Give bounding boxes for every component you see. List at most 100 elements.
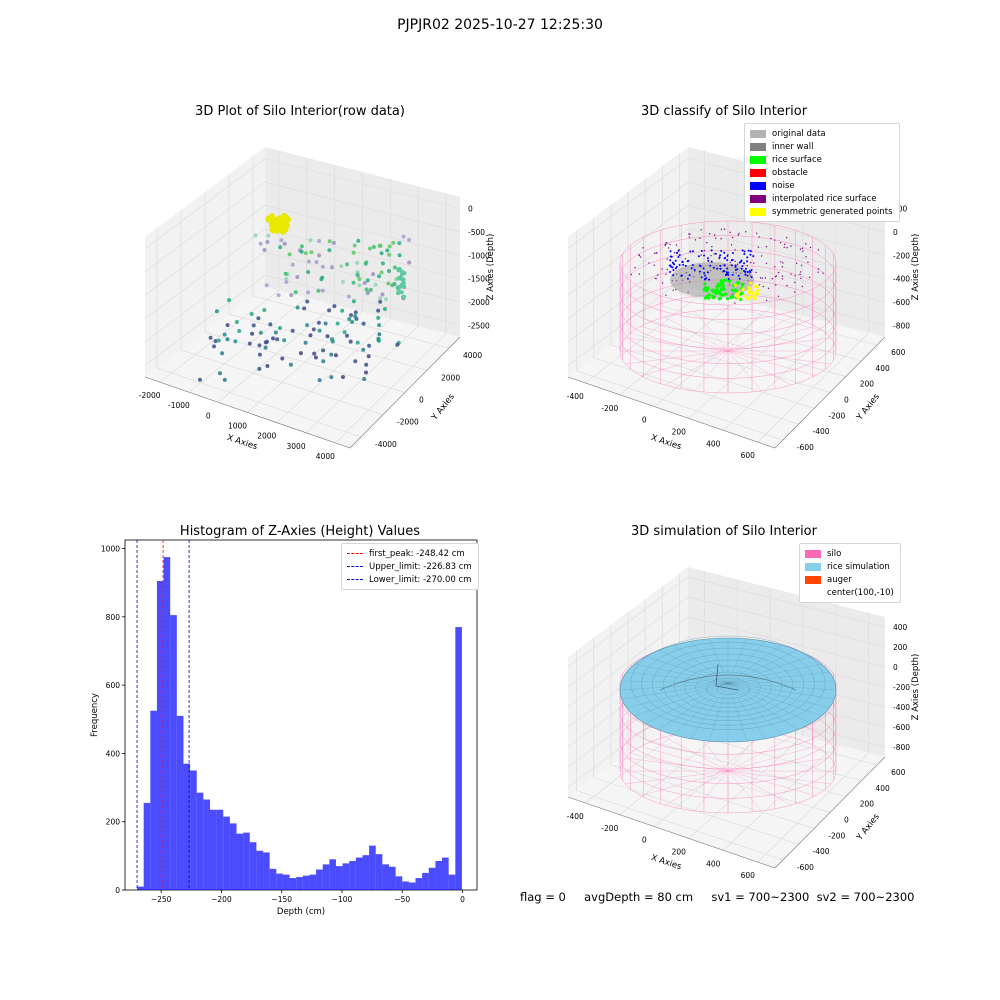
raw-data-point xyxy=(234,320,239,324)
histogram-bar xyxy=(395,876,403,890)
raw-data-point xyxy=(265,240,270,244)
interpolated-point xyxy=(675,244,678,246)
interpolated-point xyxy=(755,271,757,274)
legend-line-swatch xyxy=(347,566,363,567)
raw-data-point xyxy=(385,248,390,253)
p1-ytick: 2000 xyxy=(441,373,460,382)
interpolated-point xyxy=(765,262,768,264)
noise-point xyxy=(703,272,706,275)
noise-point xyxy=(716,267,719,270)
p2-silo-floor-spoke xyxy=(640,350,729,376)
histogram-xlabel: Depth (cm) xyxy=(277,907,325,917)
p4-ytick: -200 xyxy=(828,831,845,840)
p2-silo-floor-spoke xyxy=(727,316,792,352)
interpolated-point xyxy=(664,243,667,245)
interpolated-point xyxy=(802,250,804,252)
rice-surface-point xyxy=(715,286,719,290)
p4-grid-z xyxy=(567,576,886,668)
p1-ztick: 0 xyxy=(468,205,473,214)
histogram-bar xyxy=(156,580,164,890)
noise-point xyxy=(698,270,701,273)
p1-ztick: -1000 xyxy=(468,251,490,260)
noise-point xyxy=(700,249,703,252)
p1-ztick: -2500 xyxy=(468,321,490,330)
p4-silo-floor-spoke xyxy=(640,746,729,772)
noise-point xyxy=(669,270,672,273)
p4-ztick: -600 xyxy=(893,723,910,732)
raw-data-point xyxy=(282,338,287,343)
raw-data-point xyxy=(362,377,367,381)
rice-surface-point xyxy=(724,292,728,296)
p4-silo-floor-spoke xyxy=(640,770,729,796)
legend-swatch xyxy=(750,168,766,177)
legend-label: Upper_limit: -226.83 cm xyxy=(369,561,472,572)
raw-data-point xyxy=(356,238,361,243)
raw-data-point xyxy=(378,243,383,248)
raw-data-point xyxy=(222,332,227,337)
raw-data-point xyxy=(275,337,280,342)
noise-point xyxy=(744,270,747,273)
noise-point xyxy=(734,268,737,271)
p2-xtick: -200 xyxy=(601,404,618,413)
interpolated-point xyxy=(672,289,675,291)
raw-data-point xyxy=(401,234,406,239)
rice-surface-point xyxy=(736,280,741,285)
noise-point xyxy=(750,276,753,279)
p4-xtick: -200 xyxy=(601,824,618,833)
noise-point xyxy=(669,259,672,262)
legend-swatch xyxy=(750,181,766,190)
raw-data-point xyxy=(402,294,407,299)
histogram-bar xyxy=(302,875,310,890)
interpolated-point xyxy=(661,282,664,284)
p2-ytick: 0 xyxy=(844,396,849,405)
noise-point xyxy=(687,259,690,262)
histogram-bar xyxy=(137,886,144,890)
p2-silo-floor-spoke xyxy=(727,337,831,352)
plot1-title: 3D Plot of Silo Interior(row data) xyxy=(195,104,405,119)
interpolated-point xyxy=(805,256,807,258)
raw-data-point xyxy=(268,322,273,327)
noise-point xyxy=(719,265,722,268)
interpolated-point xyxy=(799,271,802,273)
p4-silo-floor-spoke xyxy=(727,770,831,785)
noise-point xyxy=(734,264,737,267)
noise-point xyxy=(705,277,708,280)
interpolated-point xyxy=(773,239,776,241)
p4-silo-floor-spoke xyxy=(727,757,831,772)
interpolated-point xyxy=(795,262,798,264)
raw-data-point xyxy=(355,340,360,345)
noise-point xyxy=(671,261,674,264)
raw-data-point xyxy=(335,321,340,326)
p4-xtick: -400 xyxy=(567,812,584,821)
raw-data-point xyxy=(386,281,391,286)
interpolated-point xyxy=(634,267,636,269)
noise-point xyxy=(691,250,694,253)
noise-point xyxy=(744,273,747,276)
noise-point xyxy=(743,252,746,255)
noise-point xyxy=(746,274,749,277)
raw-data-point xyxy=(345,333,349,338)
noise-point xyxy=(726,267,729,270)
rice-simulation-mesh-spoke xyxy=(727,672,830,684)
raw-data-point xyxy=(353,314,358,319)
legend-label: first_peak: -248.42 cm xyxy=(369,548,465,559)
raw-data-point xyxy=(341,279,345,284)
p4-xtick: 0 xyxy=(642,836,647,845)
raw-data-point xyxy=(391,240,396,245)
p2-ytick: 600 xyxy=(891,348,906,357)
histogram-bar xyxy=(408,882,416,890)
raw-data-point xyxy=(208,335,213,340)
histogram-bar xyxy=(389,866,396,890)
interpolated-point xyxy=(665,273,667,275)
raw-data-point xyxy=(333,353,338,358)
p2-silo-floor-spoke xyxy=(625,337,729,352)
raw-data-point xyxy=(278,245,283,250)
interpolated-point xyxy=(799,273,801,276)
rice-surface-point xyxy=(707,296,711,300)
interpolated-point xyxy=(801,285,804,288)
raw-data-point xyxy=(212,344,216,349)
histogram-bar xyxy=(263,852,270,890)
raw-data-point xyxy=(368,287,373,292)
p2-xtick: 400 xyxy=(706,439,721,448)
raw-data-point xyxy=(321,359,326,364)
